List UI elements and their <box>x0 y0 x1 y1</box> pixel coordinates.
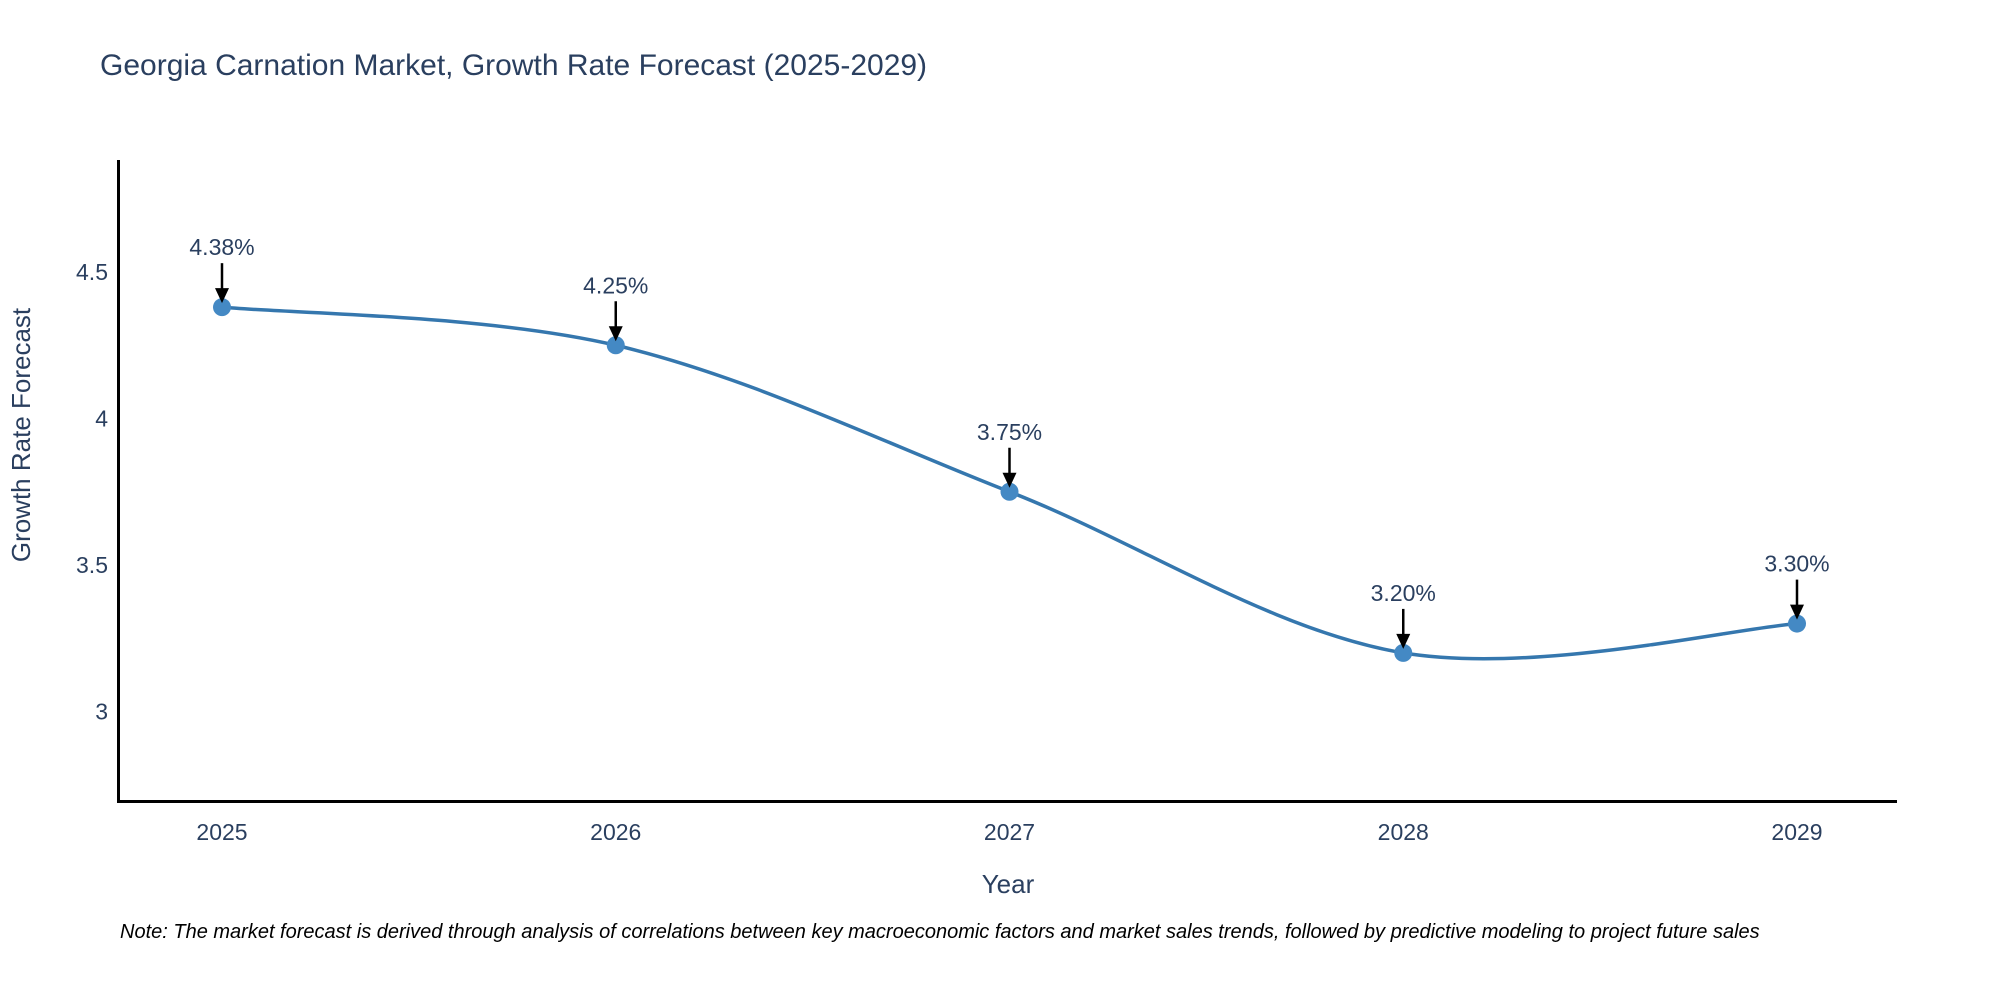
x-axis-title: Year <box>982 869 1035 899</box>
point-value-label: 3.30% <box>1764 551 1829 577</box>
data-point-marker <box>213 298 231 317</box>
value-annotations: 4.38% 4.25% 3.75% 3.20% 3.30% <box>189 234 1830 649</box>
footnote-text: Note: The market forecast is derived thr… <box>120 921 1760 943</box>
data-point-marker <box>1000 482 1019 501</box>
x-tick-label: 2028 <box>1378 819 1429 845</box>
x-axis-tick-labels: 2025 2026 2027 2028 2029 <box>196 819 1822 845</box>
y-tick-label: 4.5 <box>76 259 108 285</box>
annotation-arrowhead-icon <box>1790 604 1804 620</box>
point-value-label: 3.75% <box>977 419 1042 445</box>
x-tick-label: 2025 <box>196 819 247 845</box>
point-value-label: 4.38% <box>189 234 254 260</box>
data-point-marker <box>1788 614 1806 633</box>
x-tick-label: 2026 <box>590 819 641 845</box>
chart-title: Georgia Carnation Market, Growth Rate Fo… <box>100 49 927 82</box>
y-axis-title: Growth Rate Forecast <box>6 307 36 562</box>
annotation-arrowhead-icon <box>1396 633 1411 649</box>
data-point-marker <box>1394 643 1413 662</box>
annotation-arrowhead-icon <box>1002 472 1017 488</box>
y-tick-label: 3.5 <box>76 552 108 578</box>
point-value-label: 4.25% <box>583 272 648 298</box>
data-point-markers <box>213 298 1806 662</box>
y-tick-label: 4 <box>95 406 108 432</box>
point-value-label: 3.20% <box>1371 580 1436 606</box>
axis-spines <box>117 160 1897 803</box>
data-point-marker <box>606 336 625 355</box>
annotation-arrowhead-icon <box>608 326 623 342</box>
x-tick-label: 2029 <box>1771 819 1822 845</box>
y-tick-label: 3 <box>95 699 108 725</box>
x-tick-label: 2027 <box>984 819 1035 845</box>
y-axis-tick-labels: 4.5 4 3.5 3 <box>76 259 108 725</box>
annotation-arrowhead-icon <box>215 288 229 304</box>
